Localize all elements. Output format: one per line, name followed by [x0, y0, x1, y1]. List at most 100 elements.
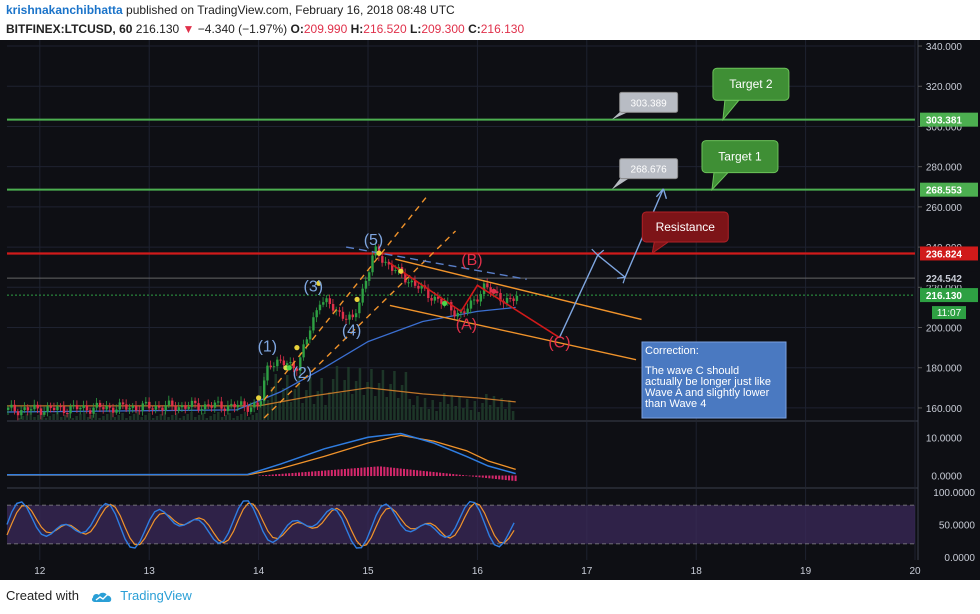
candle [348, 314, 351, 320]
volume-bar [171, 415, 174, 420]
volume-bar [186, 414, 189, 420]
header-band [0, 0, 980, 40]
high-value: 216.520 [363, 22, 407, 36]
volume-bar [201, 413, 205, 420]
candle [276, 359, 279, 367]
volume-bar [90, 415, 94, 420]
volume-bar [255, 413, 258, 420]
candle [312, 317, 315, 331]
macd-hist-bar [419, 470, 422, 477]
candle [164, 405, 167, 411]
candle [486, 283, 489, 288]
tradingview-cloud-icon[interactable] [91, 591, 113, 603]
volume-bar [52, 414, 55, 420]
candle [305, 339, 309, 345]
tradingview-link[interactable]: TradingView [120, 588, 192, 603]
volume-bar [385, 397, 389, 420]
candle [292, 362, 295, 369]
candle [23, 407, 26, 411]
macd-hist-bar [475, 475, 478, 477]
volume-bar [128, 416, 132, 420]
volume-bar [477, 412, 480, 420]
projection-arrowhead [655, 188, 668, 199]
volume-bar [404, 372, 408, 420]
candle [79, 407, 82, 410]
stoch-tick-label: 0.0000 [944, 553, 975, 564]
volume-bar [163, 412, 166, 420]
volume-bar [500, 398, 503, 420]
macd-hist-bar [278, 474, 281, 477]
volume-bar [354, 381, 358, 420]
volume-bar [132, 414, 136, 420]
macd-hist-bar [514, 475, 517, 482]
correction-note-line: Wave A and slightly lower [645, 387, 770, 399]
candle [390, 264, 394, 271]
symbol-name[interactable]: BITFINEX:LTCUSD, 60 [6, 22, 133, 36]
price-tick-label: 320.000 [926, 82, 963, 93]
candle [85, 405, 89, 411]
target2-callout [712, 67, 790, 101]
macd-hist-bar [347, 468, 350, 477]
macd-hist-bar [284, 473, 287, 477]
wave-label: (A) [456, 317, 477, 334]
volume-bar [56, 412, 59, 420]
macd-hist-bar [350, 468, 353, 477]
macd-hist-bar [324, 470, 327, 477]
candle [315, 310, 318, 318]
volume-bar [492, 396, 496, 420]
volume-bar [481, 403, 484, 420]
candle [427, 288, 430, 298]
volume-bar [462, 408, 465, 420]
macd-hist-bar [334, 469, 337, 477]
macd-hist-bar [294, 472, 297, 477]
candle [469, 300, 473, 309]
candle [108, 406, 112, 408]
volume-bar [67, 413, 71, 420]
candle [295, 368, 299, 371]
low-value: 209.300 [421, 22, 465, 36]
volume-bar [224, 415, 228, 420]
volume-bar [358, 368, 362, 420]
volume-ma-line [7, 387, 516, 407]
time-axis [7, 561, 915, 578]
price-tick-label: 160.000 [926, 404, 963, 415]
wave-label: (B) [461, 252, 482, 269]
candle [207, 404, 210, 407]
time-tick-label: 13 [144, 566, 156, 577]
macd-hist-bar [337, 469, 340, 477]
volume-bar [308, 377, 312, 420]
candle [62, 406, 66, 413]
macd-hist-bar [370, 466, 373, 477]
candle [282, 360, 286, 365]
volume-bar [274, 374, 277, 420]
candle [194, 400, 197, 404]
macd-hist-bar [301, 472, 304, 477]
volume-bar [465, 399, 469, 420]
macd-hist-bar [281, 473, 284, 477]
candle [233, 403, 236, 408]
price-tick-label: 280.000 [926, 163, 963, 174]
macd-hist-bar [432, 471, 435, 477]
wave-label: (3) [304, 278, 324, 295]
volume-bar [228, 413, 232, 420]
volume-bar [109, 412, 113, 420]
author-link[interactable]: krishnakanchibhatta [6, 3, 123, 17]
macd-hist-bar [435, 472, 438, 477]
macd-hist-bar [396, 468, 399, 477]
macd-hist-bar [471, 475, 474, 477]
level-224-tag [920, 271, 978, 286]
volume-bar [136, 412, 140, 420]
candle [404, 273, 407, 283]
resistance-line-tag [920, 246, 978, 261]
down-arrow-icon: ▼ [182, 22, 195, 36]
last-price-text: 216.130 [135, 22, 180, 36]
macd-hist-bar [504, 475, 507, 481]
volume-bar [458, 397, 461, 420]
candle [49, 405, 53, 408]
volume-bar [289, 402, 293, 420]
publish-line: krishnakanchibhatta published on Trading… [6, 3, 455, 17]
correction-channel-lower [389, 304, 637, 361]
volume-bar [83, 412, 86, 420]
macd-hist-bar [491, 475, 494, 479]
